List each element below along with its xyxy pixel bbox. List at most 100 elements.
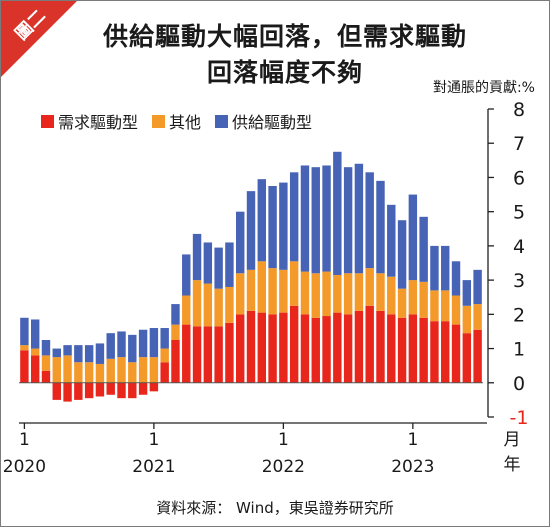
y-tick-label: 7	[513, 133, 525, 155]
bar-other	[138, 357, 148, 383]
x-tick-year: 2023	[391, 457, 434, 477]
bar-demand	[84, 382, 94, 399]
bar-demand	[343, 314, 353, 383]
bar-demand	[246, 310, 256, 383]
bar-supply	[289, 172, 299, 262]
bar-other	[52, 357, 61, 383]
legend-item-other: 其他	[152, 109, 201, 133]
bar-demand	[311, 317, 320, 383]
bar-other	[473, 304, 482, 330]
legend-swatch	[41, 114, 54, 128]
bar-other	[74, 362, 83, 383]
bar-other	[279, 269, 288, 313]
bar-other	[430, 290, 439, 322]
bar-supply	[419, 216, 428, 282]
bar-supply	[182, 254, 191, 296]
bar-supply	[138, 329, 148, 358]
legend-item-supply: 供給驅動型	[215, 109, 312, 133]
bar-demand	[268, 314, 277, 383]
bar-demand	[257, 312, 266, 383]
bar-demand	[376, 310, 385, 383]
bar-supply	[149, 328, 159, 358]
x-tick-label: 1	[278, 430, 289, 450]
bar-supply	[430, 245, 439, 291]
y-tick-label: 2	[513, 304, 525, 326]
chart-plot: 1 2020 1 2021 1 2022 1 2023 月年 -1 0 1 2 3 4 5 6 7 8	[3, 99, 529, 477]
bar-demand	[160, 362, 169, 383]
legend-item-demand: 需求驅動型	[41, 109, 138, 133]
bar-other	[376, 273, 385, 311]
bar-demand	[182, 324, 191, 383]
bar-demand	[365, 305, 374, 383]
bar-other	[311, 273, 320, 318]
chart-title-line2: 回落幅度不夠	[206, 58, 363, 87]
bar-supply	[128, 334, 137, 363]
bar-other	[451, 295, 461, 325]
bar-other	[462, 305, 472, 334]
badge-triangle	[1, 1, 77, 77]
bar-supply	[117, 331, 126, 358]
bar-supply	[30, 319, 40, 349]
chart-legend: 需求驅動型 其他 供給驅動型	[41, 109, 326, 133]
x-axis-label: 年	[504, 455, 521, 475]
bar-supply	[171, 304, 180, 325]
bar-demand	[279, 312, 288, 383]
bar-other	[322, 271, 331, 317]
bar-other	[343, 273, 353, 315]
legend-label: 需求驅動型	[58, 113, 139, 132]
bar-supply	[473, 269, 482, 305]
y-tick-label: 4	[513, 236, 525, 258]
bar-other	[289, 261, 299, 306]
bar-demand	[74, 382, 83, 400]
bar-supply	[84, 345, 94, 363]
bar-supply	[74, 345, 83, 363]
bar-supply	[333, 151, 342, 275]
x-tick-year: 2021	[132, 457, 175, 477]
bar-supply	[300, 165, 310, 272]
bar-demand	[387, 314, 396, 383]
bar-supply	[246, 191, 256, 270]
bar-demand	[473, 329, 482, 383]
bar-supply	[268, 186, 277, 269]
bar-demand	[192, 326, 202, 383]
bar-supply	[441, 245, 450, 291]
bar-supply	[203, 242, 213, 284]
bar-other	[354, 273, 364, 311]
bar-supply	[451, 261, 461, 296]
bar-demand	[138, 382, 148, 395]
bar-demand	[354, 310, 364, 383]
bar-other	[441, 290, 450, 322]
bar-demand	[63, 382, 72, 402]
bar-demand	[397, 317, 407, 383]
bar-supply	[397, 220, 407, 289]
bar-other	[257, 261, 266, 313]
bar-other	[171, 324, 180, 340]
bar-other	[300, 271, 310, 315]
bar-demand	[106, 382, 115, 395]
bar-demand	[225, 322, 234, 383]
y-tick-label: 6	[513, 167, 525, 189]
bar-other	[236, 273, 245, 315]
bar-other	[106, 358, 115, 383]
y-tick-label: 1	[513, 339, 525, 361]
bar-demand	[117, 382, 126, 399]
y-tick-label: 0	[513, 373, 525, 395]
bar-other	[30, 348, 40, 356]
x-tick-year: 2020	[3, 457, 46, 477]
x-tick-year: 2022	[262, 457, 305, 477]
bar-demand	[149, 382, 159, 392]
bar-supply	[376, 180, 385, 274]
bar-supply	[41, 340, 51, 356]
bar-other	[268, 268, 277, 315]
bar-demand	[451, 324, 461, 383]
bar-supply	[160, 328, 169, 349]
bar-other	[246, 269, 256, 311]
bar-supply	[63, 345, 72, 356]
bar-demand	[30, 355, 40, 383]
bar-demand	[333, 312, 342, 383]
legend-swatch	[152, 114, 166, 128]
bar-demand	[128, 382, 137, 399]
bar-demand	[52, 382, 61, 400]
bar-supply	[20, 317, 29, 346]
